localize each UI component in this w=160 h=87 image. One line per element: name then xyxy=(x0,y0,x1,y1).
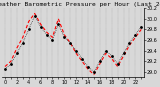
Title: Milwaukee Weather Barometric Pressure per Hour (Last 24 Hours): Milwaukee Weather Barometric Pressure pe… xyxy=(0,2,160,7)
